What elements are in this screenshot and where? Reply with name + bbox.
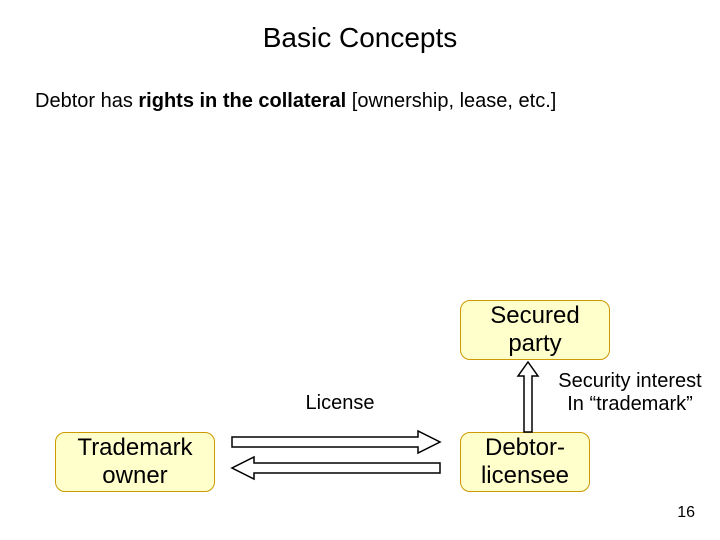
page-number: 16	[677, 504, 695, 522]
arrow-left-icon	[0, 0, 720, 540]
